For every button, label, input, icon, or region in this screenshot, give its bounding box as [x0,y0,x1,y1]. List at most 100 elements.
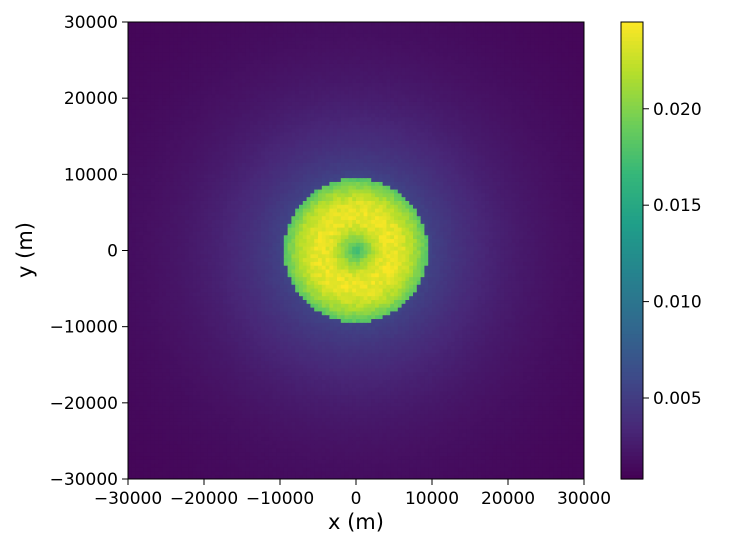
heatmap-cell [496,109,501,114]
heatmap-cell [565,22,570,27]
heatmap-cell [158,44,163,50]
heatmap-cell [435,117,441,122]
heatmap-cell [154,79,159,84]
heatmap-cell [359,82,365,88]
heatmap-cell [276,44,281,50]
heatmap-cell [139,33,144,38]
heatmap-cell [158,56,163,61]
heatmap-cell [204,67,209,73]
heatmap-cell [553,140,558,145]
heatmap-cell [272,109,277,114]
heatmap-cell [158,90,163,95]
heatmap-cell [131,147,137,152]
heatmap-cell [413,113,418,118]
heatmap-cell [523,101,528,107]
heatmap-cell [462,25,467,31]
heatmap-cell [443,159,448,164]
heatmap-cell [409,101,414,107]
heatmap-cell [363,44,368,50]
heatmap-cell [272,52,277,57]
heatmap-cell [466,136,471,141]
heatmap-cell [131,101,137,107]
heatmap-cell [325,86,330,92]
heatmap-cell [192,71,197,76]
heatmap-cell [530,98,536,103]
heatmap-cell [230,166,235,172]
heatmap-cell [268,170,273,175]
heatmap-cell [397,63,403,69]
heatmap-cell [451,79,456,84]
heatmap-cell [504,162,509,168]
heatmap-cell [424,29,429,34]
heatmap-cell [249,67,254,73]
heatmap-cell [329,159,334,164]
heatmap-cell [302,56,308,61]
heatmap-cell [397,132,403,137]
heatmap-cell [496,41,501,46]
heatmap-cell [458,170,463,175]
heatmap-cell [280,29,285,34]
heatmap-cell [428,33,433,38]
heatmap-cell [527,37,532,42]
heatmap-cell [439,170,444,175]
heatmap-cell [538,71,543,76]
heatmap-cell [128,132,133,137]
heatmap-cell [538,67,543,73]
heatmap-cell [515,170,520,175]
heatmap-cell [413,101,418,107]
heatmap-cell [424,174,429,179]
heatmap-cell [333,174,338,179]
heatmap-cell [211,101,216,107]
heatmap-cell [470,117,475,122]
heatmap-cell [534,155,539,160]
heatmap-cell [131,52,137,57]
heatmap-cell [500,56,505,61]
heatmap-cell [496,132,501,137]
heatmap-cell [568,52,574,57]
heatmap-cell [249,159,254,164]
heatmap-cell [401,82,406,88]
heatmap-cell [200,48,205,53]
heatmap-cell [166,75,171,80]
heatmap-cell [321,109,327,114]
heatmap-cell [169,162,175,168]
heatmap-cell [276,128,281,133]
heatmap-cell [299,124,304,130]
heatmap-cell [481,41,486,46]
heatmap-cell [169,71,175,76]
heatmap-cell [466,170,471,175]
heatmap-cell [238,136,243,141]
heatmap-cell [230,25,235,31]
heatmap-cell [314,109,319,114]
heatmap-cell [527,162,532,168]
heatmap-cell [561,44,566,50]
heatmap-cell [530,121,536,126]
heatmap-cell [439,101,444,107]
heatmap-cell [173,174,178,179]
heatmap-cell [523,170,528,175]
heatmap-cell [306,121,311,126]
heatmap-cell [390,170,395,175]
heatmap-cell [295,105,300,111]
heatmap-cell [378,159,384,164]
heatmap-cell [143,117,148,122]
heatmap-cell [504,29,509,34]
heatmap-cell [470,143,475,149]
heatmap-cell [264,33,270,38]
heatmap-cell [276,63,281,69]
heatmap-cell [356,82,361,88]
heatmap-cell [352,98,357,103]
heatmap-cell [367,82,372,88]
heatmap-cell [177,86,182,92]
heatmap-cell [166,101,171,107]
heatmap-cell [352,155,357,160]
heatmap-cell [485,67,490,73]
heatmap-cell [409,82,414,88]
heatmap-cell [287,117,292,122]
heatmap-cell [432,94,437,99]
heatmap-cell [223,132,228,137]
heatmap-cell [401,178,406,183]
heatmap-cell [519,174,524,179]
heatmap-cell [268,105,273,111]
heatmap-cell [321,52,327,57]
